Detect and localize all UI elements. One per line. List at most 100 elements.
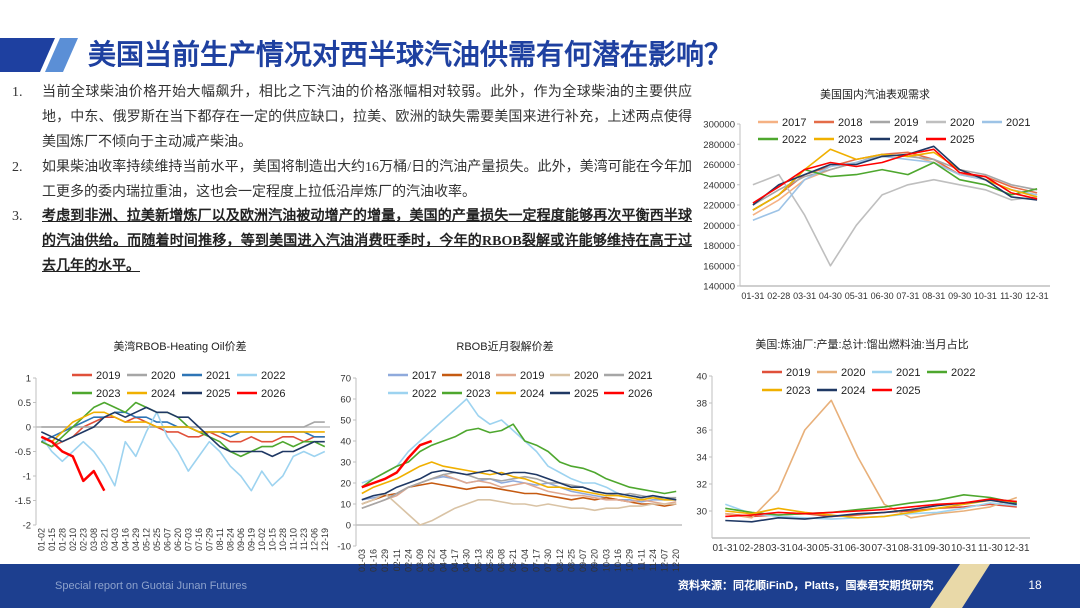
legend-label: 2017 [782,117,806,129]
paragraph: 2. 如果柴油收率持续维持当前水平，美国将制造出大约16万桶/日的汽油产量损失。此… [12,155,692,205]
x-tick-label: 03-21 [99,528,109,551]
legend-label: 2019 [96,370,120,382]
footer-accent [962,564,1080,608]
paragraph-number: 3. [12,209,23,224]
legend-label: 2018 [838,117,862,129]
paragraph-text: 如果柴油收率持续维持当前水平，美国将制造出大约16万桶/日的汽油产量损失。此外，… [42,160,692,200]
series-line [361,423,677,495]
x-tick-label: 10-29 [625,549,635,572]
series-line [40,401,326,458]
y-tick-label: 0 [26,423,31,434]
y-tick-label: 240000 [703,180,735,191]
x-tick-label: 12-07 [660,549,670,572]
x-tick-label: 01-03 [357,549,367,572]
paragraph-text: 当前全球柴油价格开始大幅飙升，相比之下汽油的价格涨幅相对较弱。此外，作为全球柴油… [42,85,692,150]
paragraph: 3. 考虑到非洲、拉美新增炼厂以及欧洲汽油被动增产的增量，美国的产量损失一定程度能… [12,204,692,279]
legend-label: 2023 [838,134,862,146]
legend-label: 2022 [412,388,436,400]
x-tick-label: 02-11 [392,549,402,571]
x-tick-label: 02-23 [78,528,88,551]
x-tick-label: 07-31 [871,543,897,554]
y-tick-label: 280000 [703,140,735,151]
x-tick-label: 09-19 [246,528,256,551]
x-tick-label: 03-08 [89,528,99,551]
x-tick-label: 01-28 [57,528,67,551]
series-line [361,492,677,526]
x-tick-label: 05-26 [485,549,495,572]
series-line [361,439,433,489]
x-tick-label: 10-31 [951,543,977,554]
x-tick-label: 09-06 [236,528,246,551]
x-tick-label: 08-24 [225,528,235,551]
legend-label: 2024 [894,134,918,146]
legend-label: 2024 [841,385,865,397]
y-tick-label: 38 [696,399,707,410]
legend-label: 2024 [151,388,175,400]
chart-title: 美湾RBOB-Heating Oil价差 [113,339,246,353]
legend-label: 2024 [520,388,544,400]
x-tick-label: 01-31 [741,291,764,301]
series-line [752,145,1038,206]
x-tick-label: 05-31 [818,543,844,554]
legend-label: 2022 [951,367,975,379]
x-tick-label: 12-06 [309,528,319,551]
x-tick-label: 03-31 [793,291,816,301]
x-tick-label: 04-30 [792,543,818,554]
x-tick-label: 05-12 [141,528,151,551]
x-tick-label: 04-04 [438,549,448,572]
series-line [361,461,677,501]
y-tick-label: -10 [337,542,351,553]
x-tick-label: 01-02 [36,528,46,551]
series-line [361,473,677,509]
series-line [361,469,677,501]
y-tick-label: 160000 [703,261,735,272]
x-tick-label: 07-16 [194,528,204,551]
x-tick-label: 09-30 [924,543,950,554]
legend-label: 2019 [520,370,544,382]
x-tick-label: 05-13 [473,549,483,572]
x-tick-label: 11-23 [299,528,309,550]
legend-label: 2026 [628,388,652,400]
x-tick-label: 01-15 [47,528,57,551]
legend-label: 2018 [466,370,490,382]
x-tick-label: 07-30 [543,549,553,572]
x-tick-label: 01-31 [712,543,738,554]
chart-title: 美国国内汽油表观需求 [820,87,930,101]
x-tick-label: 12-31 [1004,543,1030,554]
y-tick-label: -1 [23,472,31,483]
legend-label: 2025 [574,388,598,400]
x-tick-label: 06-30 [871,291,894,301]
x-tick-label: 02-10 [68,528,78,551]
series-line [752,148,1038,204]
x-tick-label: 10-28 [278,528,288,551]
x-tick-label: 06-30 [845,543,871,554]
x-tick-label: 06-08 [497,549,507,572]
series-line [752,153,1038,216]
legend-label: 2025 [896,385,920,397]
y-tick-label: 10 [340,500,351,511]
legend-label: 2017 [412,370,436,382]
x-tick-label: 09-07 [578,549,588,572]
y-tick-label: 34 [696,453,707,464]
x-tick-label: 03-22 [427,549,437,572]
x-tick-label: 09-30 [948,291,971,301]
legend-label: 2023 [466,388,490,400]
x-tick-label: 11-11 [636,549,646,571]
legend-label: 2022 [782,134,806,146]
x-tick-label: 10-31 [974,291,997,301]
series-line [725,399,1018,519]
legend-label: 2020 [950,117,974,129]
title-accent [45,38,78,72]
paragraph: 1. 当前全球柴油价格开始大幅飙升，相比之下汽油的价格涨幅相对较弱。此外，作为全球… [12,80,692,155]
page-number: 18 [1028,578,1042,592]
x-tick-label: 12-31 [1026,291,1049,301]
y-tick-label: 60 [340,395,351,406]
y-tick-label: 30 [696,507,707,518]
series-line [40,416,325,448]
y-tick-label: 40 [340,437,351,448]
x-tick-label: 04-03 [110,528,120,551]
y-tick-label: 70 [340,374,351,385]
y-tick-label: 260000 [703,160,735,171]
slide-title: 美国当前生产情况对西半球汽油供需有何潜在影响？ [88,38,732,70]
